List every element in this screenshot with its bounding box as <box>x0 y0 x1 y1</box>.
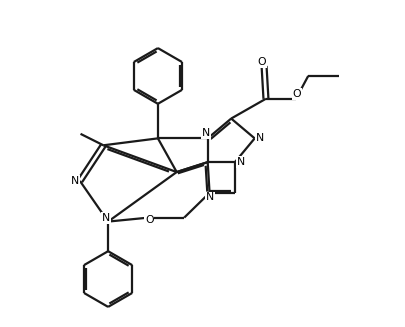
Text: N: N <box>102 213 110 223</box>
Text: N: N <box>201 128 209 138</box>
Text: N: N <box>236 157 244 167</box>
Text: O: O <box>145 215 153 225</box>
Text: N: N <box>71 176 79 186</box>
Text: O: O <box>257 57 266 67</box>
Text: N: N <box>256 133 264 143</box>
Text: O: O <box>292 89 301 99</box>
Text: N: N <box>206 192 214 202</box>
